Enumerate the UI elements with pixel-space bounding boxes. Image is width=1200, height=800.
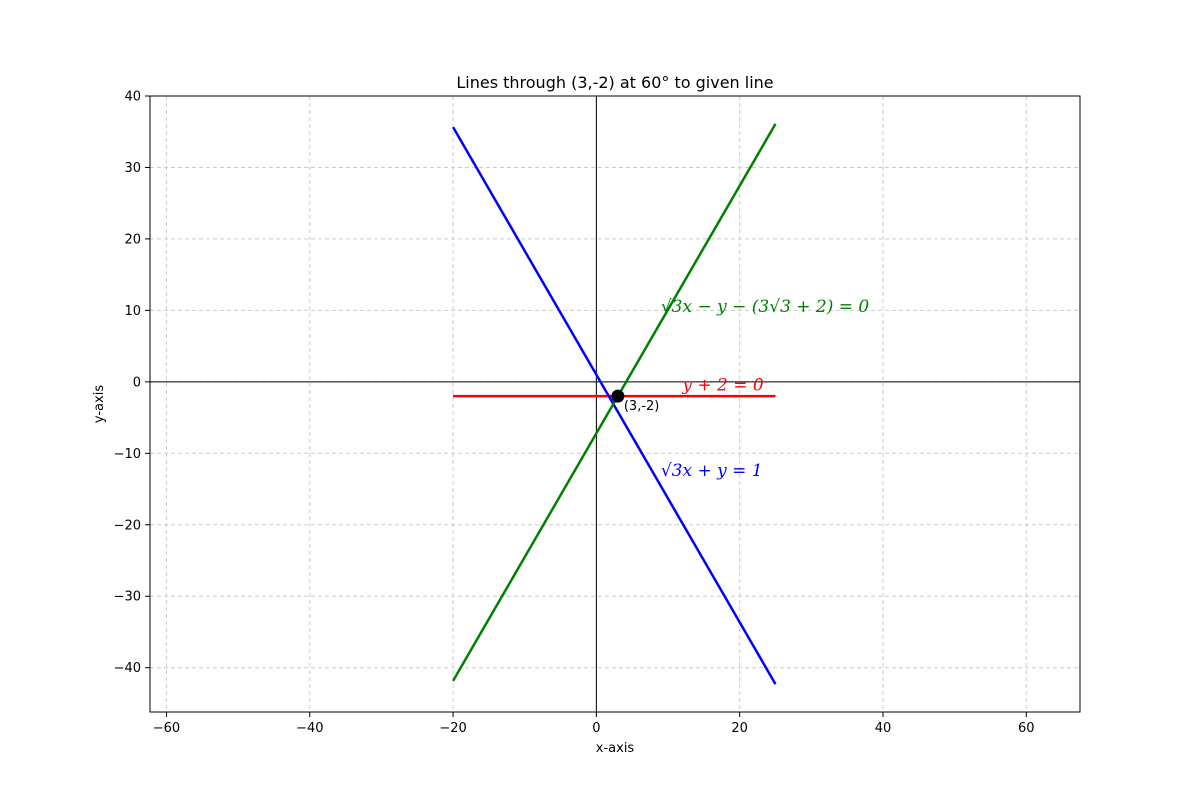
y-axis-label: y-axis bbox=[92, 385, 107, 423]
series-equation-label-1: √3x + y = 1 bbox=[661, 461, 763, 481]
x-tick-label: −40 bbox=[296, 721, 323, 736]
x-axis-label: x-axis bbox=[596, 741, 635, 756]
x-tick-label: 60 bbox=[1018, 721, 1035, 736]
series-line-2 bbox=[451, 123, 777, 682]
x-tick-label: −20 bbox=[439, 721, 466, 736]
y-tick-label: −40 bbox=[114, 661, 141, 676]
annotation-layer: y + 2 = 0 √3x + y = 1 √3x − y − (3√3 + 2) … bbox=[624, 297, 870, 481]
y-tick-label: −20 bbox=[114, 518, 141, 533]
x-tick-label: −60 bbox=[153, 721, 180, 736]
point-label: (3,-2) bbox=[624, 399, 660, 414]
plot-frame bbox=[149, 95, 1081, 713]
y-tick-label: 30 bbox=[124, 161, 141, 176]
y-tick-label: 20 bbox=[124, 232, 141, 247]
point-layer bbox=[611, 389, 625, 403]
series-equation-label-2: √3x − y − (3√3 + 2) = 0 bbox=[661, 297, 870, 317]
x-tick-label: 20 bbox=[731, 721, 748, 736]
reference-lines bbox=[150, 96, 1080, 712]
chart-title: Lines through (3,-2) at 60° to given lin… bbox=[456, 73, 773, 92]
x-tick-label: 0 bbox=[592, 721, 600, 736]
y-tick-label: 40 bbox=[124, 90, 141, 105]
series-equation-label-0: y + 2 = 0 bbox=[681, 375, 764, 395]
y-tick-label: 10 bbox=[124, 304, 141, 319]
y-tick-label: −30 bbox=[114, 590, 141, 605]
series-line-1 bbox=[451, 126, 777, 685]
y-tick-label: 0 bbox=[133, 375, 141, 390]
marked-point bbox=[611, 389, 625, 403]
tick-layer: −60 −40 −20 0 20 40 60 −40 −30 −20 −10 0 10 20 30 40 bbox=[114, 90, 1035, 737]
y-tick-label: −10 bbox=[114, 447, 141, 462]
x-tick-label: 40 bbox=[875, 721, 892, 736]
